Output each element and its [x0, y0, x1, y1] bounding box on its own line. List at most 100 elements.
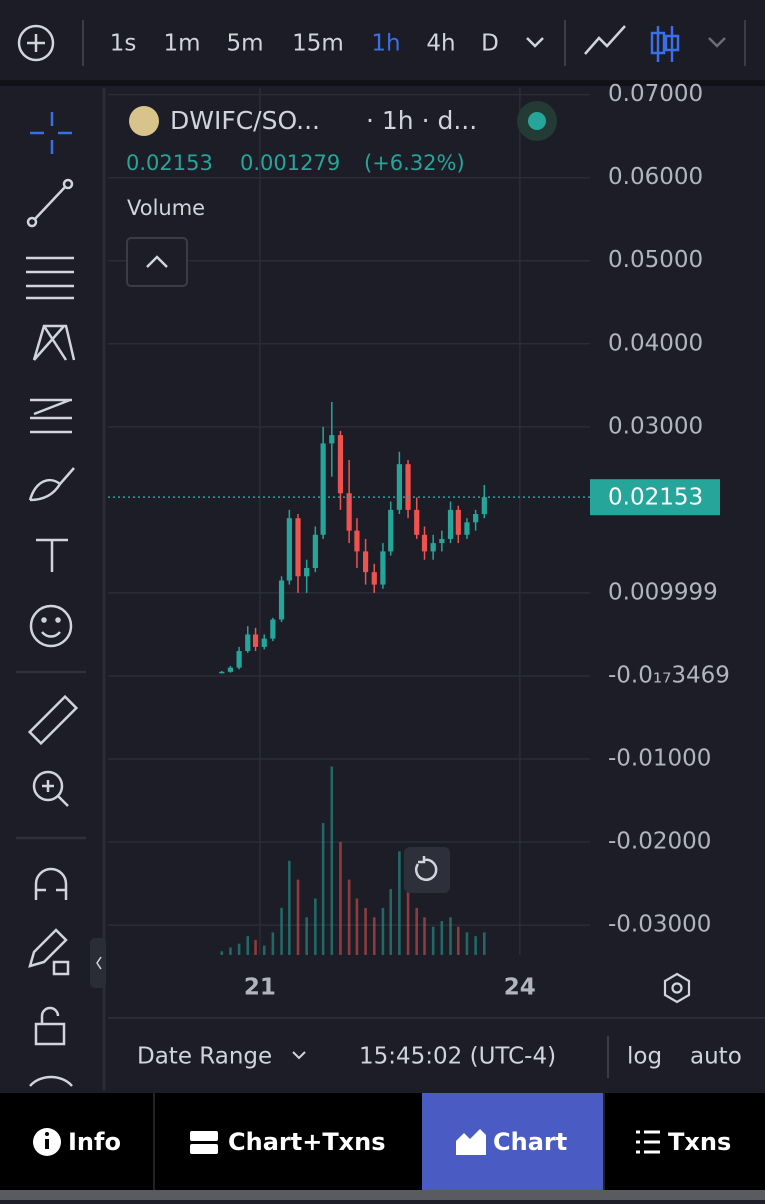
- volume-bar: [339, 841, 342, 955]
- date-range-button[interactable]: Date Range: [137, 1044, 272, 1070]
- trend-line-tool[interactable]: [33, 185, 67, 221]
- candle-body: [439, 538, 445, 544]
- candle-body: [346, 493, 352, 531]
- candle-body: [455, 509, 461, 535]
- candle-body: [312, 534, 318, 569]
- y-tick-label: 0.06000: [608, 164, 703, 190]
- candle-body: [371, 572, 377, 585]
- volume-bar: [389, 889, 393, 955]
- timeframe-button[interactable]: 1h: [371, 31, 400, 57]
- volume-bar: [449, 917, 452, 955]
- fib-tool[interactable]: [26, 256, 74, 300]
- pattern-tool[interactable]: [32, 324, 76, 361]
- candle-body: [278, 580, 285, 620]
- brush-tool[interactable]: [28, 467, 75, 502]
- y-tick-label: -0.01000: [608, 746, 711, 772]
- timeframe-button[interactable]: 4h: [426, 31, 455, 57]
- volume-bar: [280, 907, 283, 955]
- candle-body: [388, 509, 394, 552]
- clock[interactable]: 15:45:02 (UTC-4): [359, 1044, 556, 1070]
- volume-bar: [457, 926, 460, 955]
- y-tick-label: -0.02000: [608, 829, 711, 855]
- y-tick-label: 0.05000: [608, 247, 703, 273]
- volume-bar: [314, 898, 317, 955]
- candle-body: [464, 522, 470, 535]
- auto-toggle[interactable]: auto: [690, 1044, 742, 1070]
- y-tick-label: 0.07000: [608, 81, 703, 107]
- candle-body: [447, 509, 454, 539]
- forecast-tool[interactable]: [30, 398, 72, 434]
- zoom-tool[interactable]: [32, 770, 64, 802]
- x-tick-label: 21: [244, 975, 276, 1001]
- volume-bar: [406, 889, 410, 955]
- volume-bar: [415, 907, 419, 955]
- candle-body: [396, 464, 402, 510]
- candle-body: [227, 667, 234, 672]
- volume-bar: [271, 932, 275, 955]
- timeframe-button[interactable]: 15m: [292, 31, 344, 57]
- candle-body: [304, 568, 310, 577]
- more-intervals[interactable]: [526, 37, 544, 48]
- visibility-tool[interactable]: [29, 1075, 73, 1087]
- lock-tool[interactable]: [34, 1022, 66, 1046]
- line-style-button[interactable]: [584, 25, 626, 55]
- volume-bar: [296, 879, 300, 955]
- y-tick-label: 0.009999: [608, 579, 718, 605]
- active-tab-bg: [422, 1093, 603, 1190]
- timeframe-button[interactable]: 1s: [110, 31, 137, 57]
- collapse-legend[interactable]: [126, 237, 188, 287]
- y-tick-label: 0.04000: [608, 330, 703, 356]
- timeframe-button[interactable]: D: [481, 31, 499, 57]
- volume-bar: [482, 932, 486, 955]
- timeframe-button[interactable]: 1m: [163, 31, 200, 57]
- tab-txns[interactable]: Txns: [668, 1128, 731, 1156]
- candle-body: [261, 638, 267, 647]
- candle-body: [252, 634, 259, 647]
- reset-button[interactable]: [404, 847, 450, 893]
- draw-lock-tool[interactable]: [28, 928, 68, 968]
- volume-bar: [237, 943, 241, 955]
- candle-body: [295, 518, 301, 577]
- candle-body: [362, 551, 369, 573]
- volume-bar: [381, 907, 385, 955]
- volume-bar: [321, 823, 325, 955]
- volume-bar: [229, 947, 232, 955]
- volume-label: Volume: [127, 196, 205, 220]
- candle-body: [236, 651, 242, 668]
- top-bar: [0, 0, 765, 80]
- y-tick-label: -0.0₁₇3469: [608, 662, 730, 688]
- price-change-pct: (+6.32%): [364, 151, 465, 175]
- style-dropdown[interactable]: [708, 37, 726, 48]
- divider: [0, 80, 765, 86]
- log-toggle[interactable]: log: [627, 1044, 662, 1070]
- last-price-label: 0.02153: [608, 485, 703, 511]
- candle-body: [421, 534, 428, 552]
- volume-bar: [254, 939, 257, 955]
- crosshair-tool[interactable]: [30, 112, 72, 154]
- candle-body: [380, 551, 386, 585]
- magnet-tool[interactable]: [34, 867, 68, 900]
- tab-info[interactable]: Info: [68, 1128, 121, 1156]
- emoji-tool[interactable]: [29, 604, 73, 648]
- text-tool[interactable]: [36, 538, 68, 572]
- tab-chart-txns[interactable]: Chart+Txns: [228, 1128, 386, 1156]
- last-price-tag: [590, 479, 720, 516]
- ruler-tool[interactable]: [27, 694, 79, 746]
- volume-bar: [305, 917, 308, 955]
- candle-body: [473, 514, 479, 523]
- collapse-handle[interactable]: [90, 938, 106, 988]
- timeframe-button[interactable]: 5m: [226, 31, 263, 57]
- y-tick-label: -0.03000: [608, 912, 711, 938]
- volume-bar: [330, 766, 334, 955]
- tab-chart[interactable]: Chart: [493, 1128, 567, 1156]
- settings-button[interactable]: [663, 972, 691, 1004]
- volume-bar: [372, 917, 376, 955]
- candle-body: [481, 497, 487, 515]
- candle-style-button[interactable]: [650, 26, 680, 62]
- add-button[interactable]: [17, 24, 55, 62]
- candle-body: [337, 435, 344, 494]
- token-icon: [129, 106, 159, 136]
- candle-body: [430, 543, 436, 552]
- volume-bar: [355, 898, 359, 955]
